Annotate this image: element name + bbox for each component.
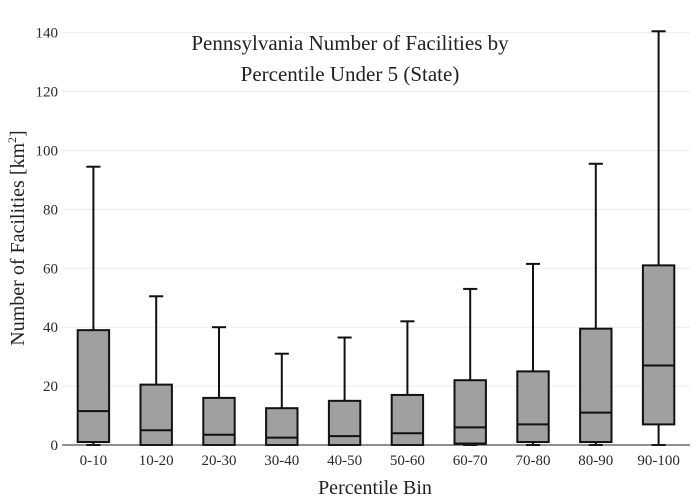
y-tick-label: 60 [43,261,58,277]
box-30-40 [265,352,299,447]
box-0-10 [76,165,111,446]
y-tick-label: 0 [51,438,59,454]
iqr-box [579,327,613,444]
iqr-box [390,393,425,446]
x-tick-label: 0-10 [80,453,108,469]
y-axis-title: Number of Facilities [km2] [5,130,29,345]
box-60-70 [453,287,487,446]
x-tick-label: 30-40 [264,453,299,469]
y-axis-title-main: Number of Facilities [km [7,143,29,346]
y-axis-title-superscript: 2 [5,137,19,143]
x-tick-label: 20-30 [202,453,237,469]
box-layer [76,30,676,447]
iqr-box [327,399,362,446]
box-10-20 [139,295,173,447]
iqr-box [641,264,676,426]
iqr-box [265,407,299,447]
iqr-box [202,396,236,446]
chart-title-line-2: Percentile Under 5 (State) [241,62,460,86]
x-tick-label: 80-90 [578,453,613,469]
label-layer: 0 20 40 60 80 100 120 140 0-10 10-20 20-30 30-40 40-… [36,26,680,469]
iqr-box [76,329,111,444]
x-tick-label: 40-50 [327,453,362,469]
iqr-box [516,370,550,444]
box-50-60 [390,320,425,446]
x-tick-label: 70-80 [516,453,551,469]
x-tick-label: 90-100 [637,453,680,469]
iqr-box [139,383,173,447]
box-80-90 [579,162,613,446]
x-tick-label: 10-20 [139,453,174,469]
chart-title-line-1: Pennsylvania Number of Facilities by [191,31,509,55]
box-70-80 [516,262,550,446]
x-tick-label: 60-70 [453,453,488,469]
y-tick-label: 140 [36,26,59,42]
iqr-box [453,379,487,445]
y-tick-label: 100 [36,144,59,160]
x-axis-title: Percentile Bin [318,477,432,499]
y-tick-label: 40 [43,320,58,336]
y-tick-label: 80 [43,202,58,218]
y-tick-label: 20 [43,379,58,395]
box-40-50 [327,336,362,446]
grid-layer [62,32,690,387]
y-tick-label: 120 [36,85,59,101]
box-90-100 [641,30,676,446]
y-axis-title-close: ] [7,130,29,137]
x-tick-label: 50-60 [390,453,425,469]
